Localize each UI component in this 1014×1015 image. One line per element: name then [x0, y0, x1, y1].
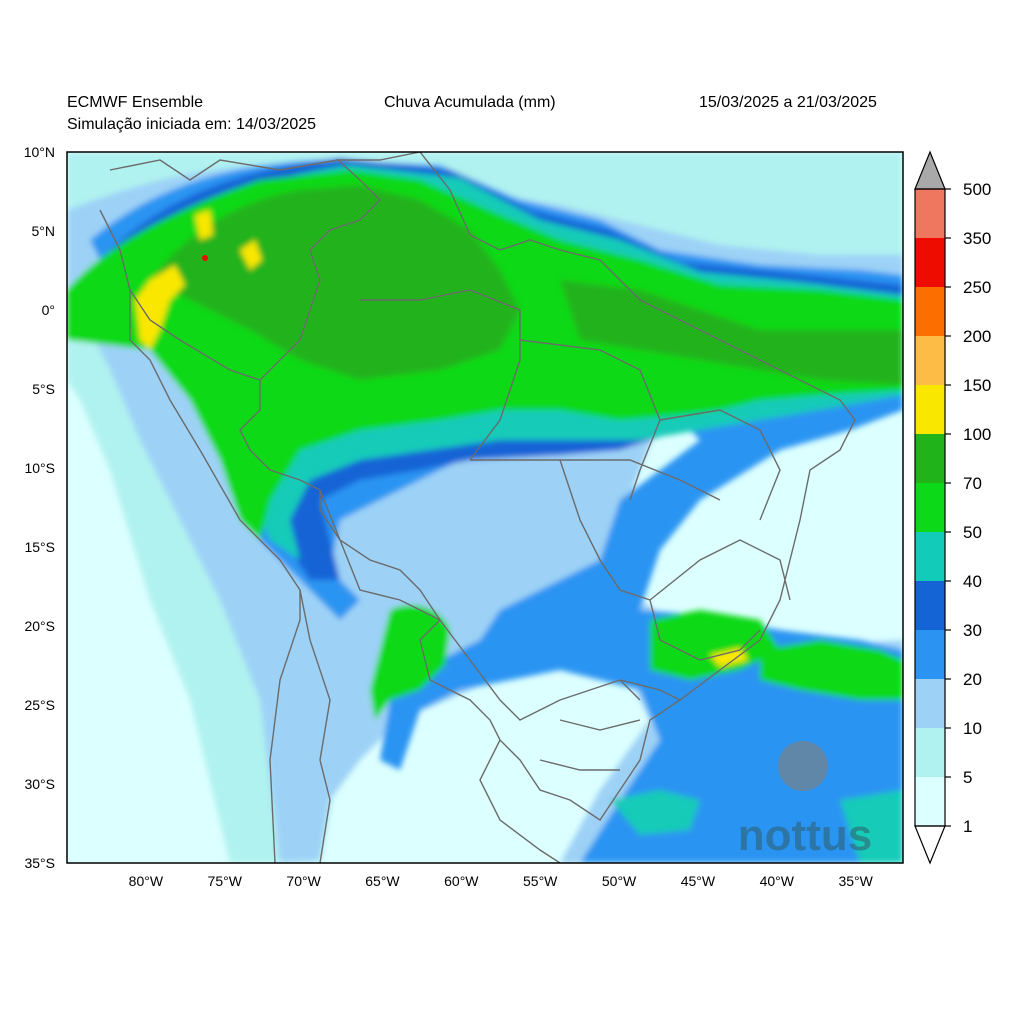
- colorbar-swatch: [915, 483, 945, 532]
- colorbar-swatch: [915, 287, 945, 336]
- colorbar-swatch: [915, 532, 945, 581]
- longitude-label: 55°W: [523, 873, 558, 889]
- latitude-label: 5°N: [32, 223, 56, 239]
- longitude-label: 60°W: [444, 873, 479, 889]
- latitude-label: 35°S: [24, 855, 55, 871]
- colorbar-over-triangle: [914, 150, 946, 190]
- colorbar-under-triangle: [914, 825, 946, 865]
- latitude-label: 10°S: [24, 460, 55, 476]
- colorbar-swatch: [915, 679, 945, 728]
- colorbar-swatch: [915, 385, 945, 434]
- colorbar-label: 40: [963, 572, 982, 591]
- latitude-axis: 10°N 5°N 0° 5°S 10°S 15°S 20°S 25°S 30°S 35°S: [24, 144, 55, 871]
- longitude-label: 45°W: [681, 873, 716, 889]
- colorbar-label: 20: [963, 670, 982, 689]
- longitude-label: 35°W: [838, 873, 873, 889]
- colorbar-frame: [914, 188, 946, 827]
- simulation-start: Simulação iniciada em: 14/03/2025: [67, 116, 317, 133]
- forecast-period: 15/03/2025 a 21/03/2025: [699, 94, 877, 111]
- latitude-label: 10°N: [24, 144, 55, 160]
- colorbar-swatch: [915, 336, 945, 385]
- colorbar-swatch: [915, 238, 945, 287]
- longitude-label: 70°W: [286, 873, 321, 889]
- longitude-label: 75°W: [208, 873, 243, 889]
- longitude-label: 65°W: [365, 873, 400, 889]
- latitude-label: 5°S: [32, 381, 55, 397]
- colorbar-label: 250: [963, 278, 991, 297]
- longitude-label: 50°W: [602, 873, 637, 889]
- colorbar-swatch: [915, 434, 945, 483]
- colorbar-label: 50: [963, 523, 982, 542]
- latitude-label: 25°S: [24, 697, 55, 713]
- colorbar-label: 1: [963, 817, 972, 836]
- latitude-label: 0°: [42, 302, 55, 318]
- colorbar-label: 10: [963, 719, 982, 738]
- longitude-label: 40°W: [760, 873, 795, 889]
- colorbar-label: 500: [963, 180, 991, 199]
- colorbar-swatch: [915, 777, 945, 826]
- model-name: ECMWF Ensemble: [67, 94, 204, 111]
- colorbar-swatch: [915, 728, 945, 777]
- colorbar: 1 5 10 20 30 40 50 70 100 150 200 250 350 500: [914, 150, 991, 865]
- longitude-label: 80°W: [129, 873, 164, 889]
- watermark-logo-icon: [778, 741, 828, 791]
- country-borders: [99, 152, 856, 863]
- latitude-label: 30°S: [24, 776, 55, 792]
- precipitation-field: nottus: [67, 152, 903, 863]
- map-frame: [66, 151, 904, 864]
- colorbar-label: 70: [963, 474, 982, 493]
- colorbar-label: 200: [963, 327, 991, 346]
- colorbar-swatch: [915, 189, 945, 238]
- latitude-label: 20°S: [24, 618, 55, 634]
- longitude-axis: 80°W 75°W 70°W 65°W 60°W 55°W 50°W 45°W 40°W 35°W: [129, 873, 874, 889]
- map-title: Chuva Acumulada (mm): [384, 94, 556, 111]
- colorbar-swatch: [915, 630, 945, 679]
- colorbar-swatch: [915, 581, 945, 630]
- colorbar-label: 100: [963, 425, 991, 444]
- latitude-label: 15°S: [24, 539, 55, 555]
- watermark-text: nottus: [738, 811, 872, 860]
- colorbar-label: 150: [963, 376, 991, 395]
- colorbar-label: 350: [963, 229, 991, 248]
- colorbar-label: 5: [963, 768, 972, 787]
- colorbar-label: 30: [963, 621, 982, 640]
